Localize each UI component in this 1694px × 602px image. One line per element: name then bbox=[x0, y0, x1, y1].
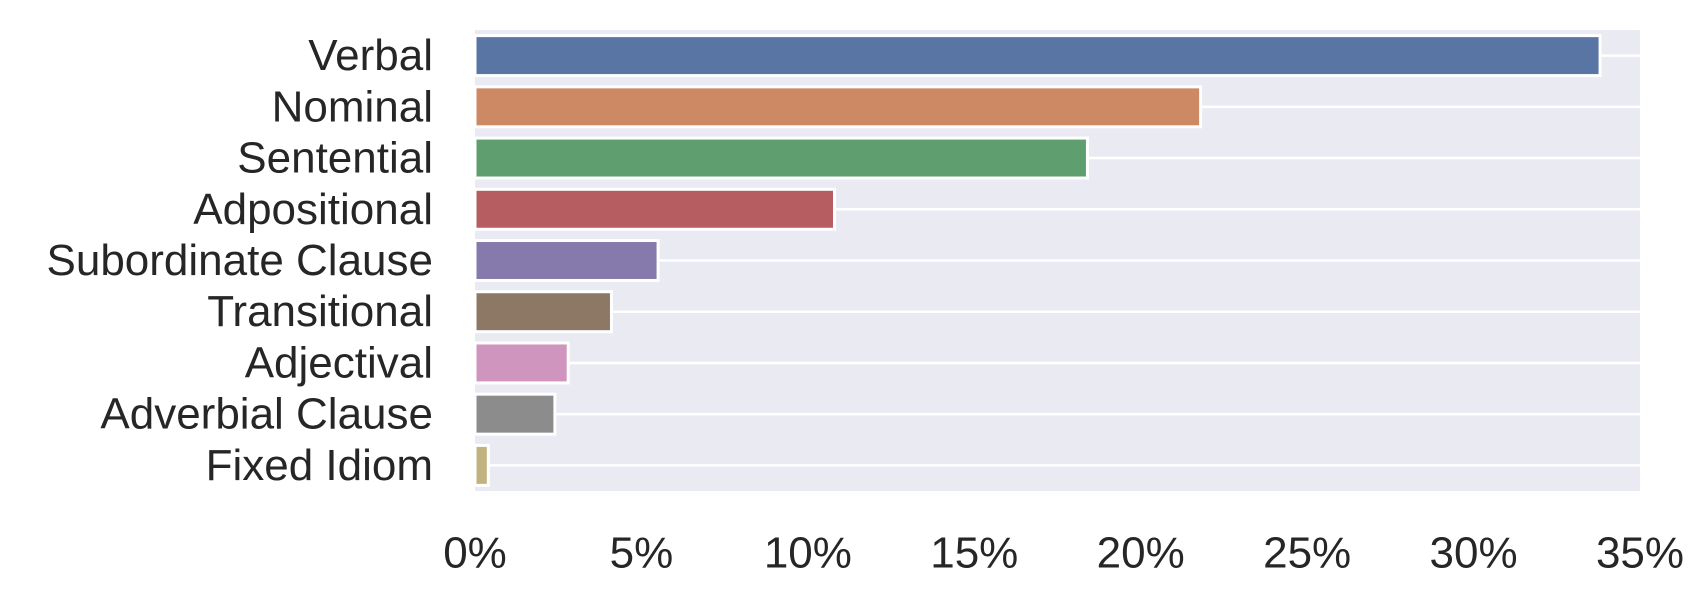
category-label: Adpositional bbox=[193, 185, 433, 234]
bar-transitional bbox=[473, 290, 613, 334]
category-label: Transitional bbox=[207, 287, 433, 336]
category-label: Adverbial Clause bbox=[100, 390, 433, 439]
bar-adpositional bbox=[473, 187, 836, 231]
category-label: Sentential bbox=[237, 134, 433, 183]
bar-nominal bbox=[473, 85, 1203, 129]
x-tick-label: 25% bbox=[1263, 529, 1351, 578]
x-tick-label: 10% bbox=[764, 529, 852, 578]
x-tick-label: 0% bbox=[443, 529, 507, 578]
x-tick-label: 30% bbox=[1430, 529, 1518, 578]
x-tick-label: 5% bbox=[610, 529, 674, 578]
category-label: Adjectival bbox=[245, 338, 433, 387]
bar-fixed-idiom bbox=[473, 443, 490, 487]
category-label: Subordinate Clause bbox=[47, 236, 433, 285]
category-label: Verbal bbox=[308, 31, 433, 80]
bar-subordinate-clause bbox=[473, 239, 660, 282]
bar-adjectival bbox=[473, 341, 570, 385]
category-label: Fixed Idiom bbox=[206, 441, 433, 490]
x-tick-label: 20% bbox=[1097, 529, 1185, 578]
x-tick-label: 35% bbox=[1596, 529, 1684, 578]
bar-sentential bbox=[473, 136, 1089, 180]
bar-verbal bbox=[473, 34, 1602, 78]
x-tick-label: 15% bbox=[930, 529, 1018, 578]
category-label: Nominal bbox=[272, 82, 433, 131]
bar-adverbial-clause bbox=[473, 392, 557, 436]
